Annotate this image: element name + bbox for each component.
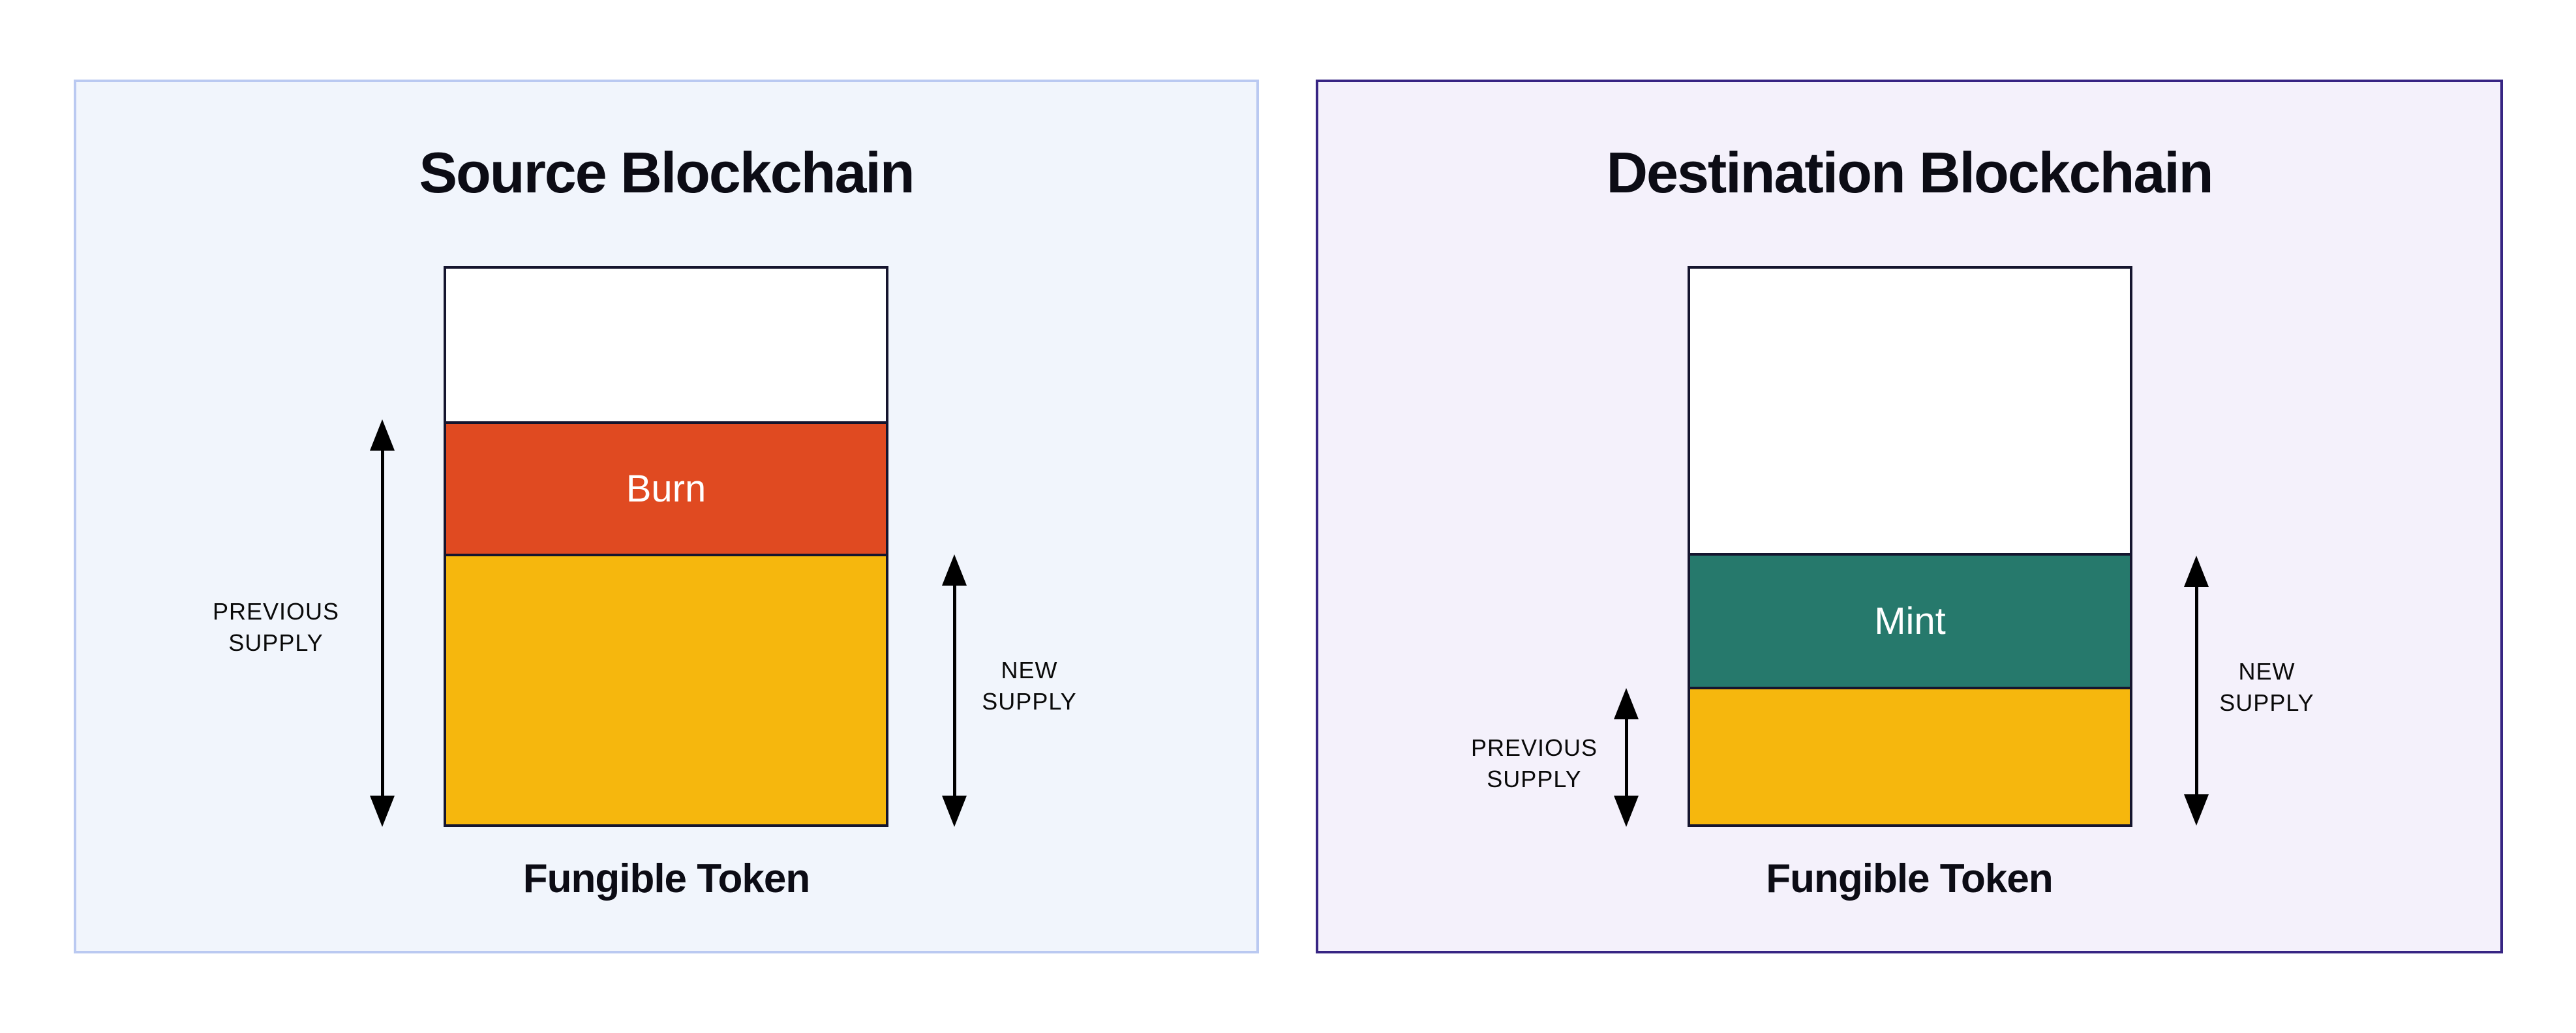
destination-new-supply-label: NEW SUPPLY — [2219, 658, 2314, 716]
destination-previous-supply-label: PREVIOUS SUPPLY — [1470, 734, 1598, 792]
destination-new-supply-arrow-icon — [2184, 556, 2209, 826]
arrow-shaft — [2194, 583, 2198, 798]
arrow-head-down — [2184, 794, 2209, 826]
source-new-supply-label: NEW SUPPLY — [982, 657, 1077, 715]
burn-segment: Burn — [446, 421, 886, 554]
arrow-head-down — [942, 796, 967, 827]
arrow-head-up — [942, 554, 967, 586]
source-token-supply-bar: Burn — [444, 266, 888, 827]
destination-unminted-supply-segment — [1690, 269, 2130, 554]
arrow-shaft — [1624, 715, 1628, 800]
arrow-head-down — [370, 796, 395, 827]
source-removed-supply-segment — [446, 269, 886, 422]
burn-segment-label: Burn — [626, 468, 706, 511]
arrow-head-up — [2184, 556, 2209, 587]
destination-previous-supply-arrow-icon — [1614, 688, 1639, 827]
mint-segment: Mint — [1690, 553, 2130, 687]
source-fungible-token-caption: Fungible Token — [523, 856, 811, 901]
destination-panel-title: Destination Blockchain — [1606, 140, 2213, 205]
arrow-shaft — [952, 582, 956, 800]
source-previous-supply-label: PREVIOUS SUPPLY — [212, 598, 340, 656]
arrow-head-up — [1614, 688, 1639, 719]
source-blockchain-panel: Source Blockchain Burn PREVIOUS SUPPLY N… — [74, 80, 1259, 953]
source-panel-title: Source Blockchain — [419, 140, 915, 205]
arrow-head-up — [370, 419, 395, 451]
destination-token-supply-bar: Mint — [1688, 266, 2132, 827]
arrow-head-down — [1614, 796, 1639, 827]
mint-segment-label: Mint — [1874, 599, 1946, 642]
destination-fungible-token-caption: Fungible Token — [1766, 856, 2053, 901]
source-previous-supply-arrow-icon — [370, 419, 395, 827]
destination-previous-supply-segment — [1690, 686, 2130, 824]
source-new-supply-arrow-icon — [942, 554, 967, 827]
source-remaining-supply-segment — [446, 554, 886, 824]
destination-blockchain-panel: Destination Blockchain Mint PREVIOUS SUP… — [1316, 80, 2503, 953]
arrow-shaft — [380, 447, 384, 800]
